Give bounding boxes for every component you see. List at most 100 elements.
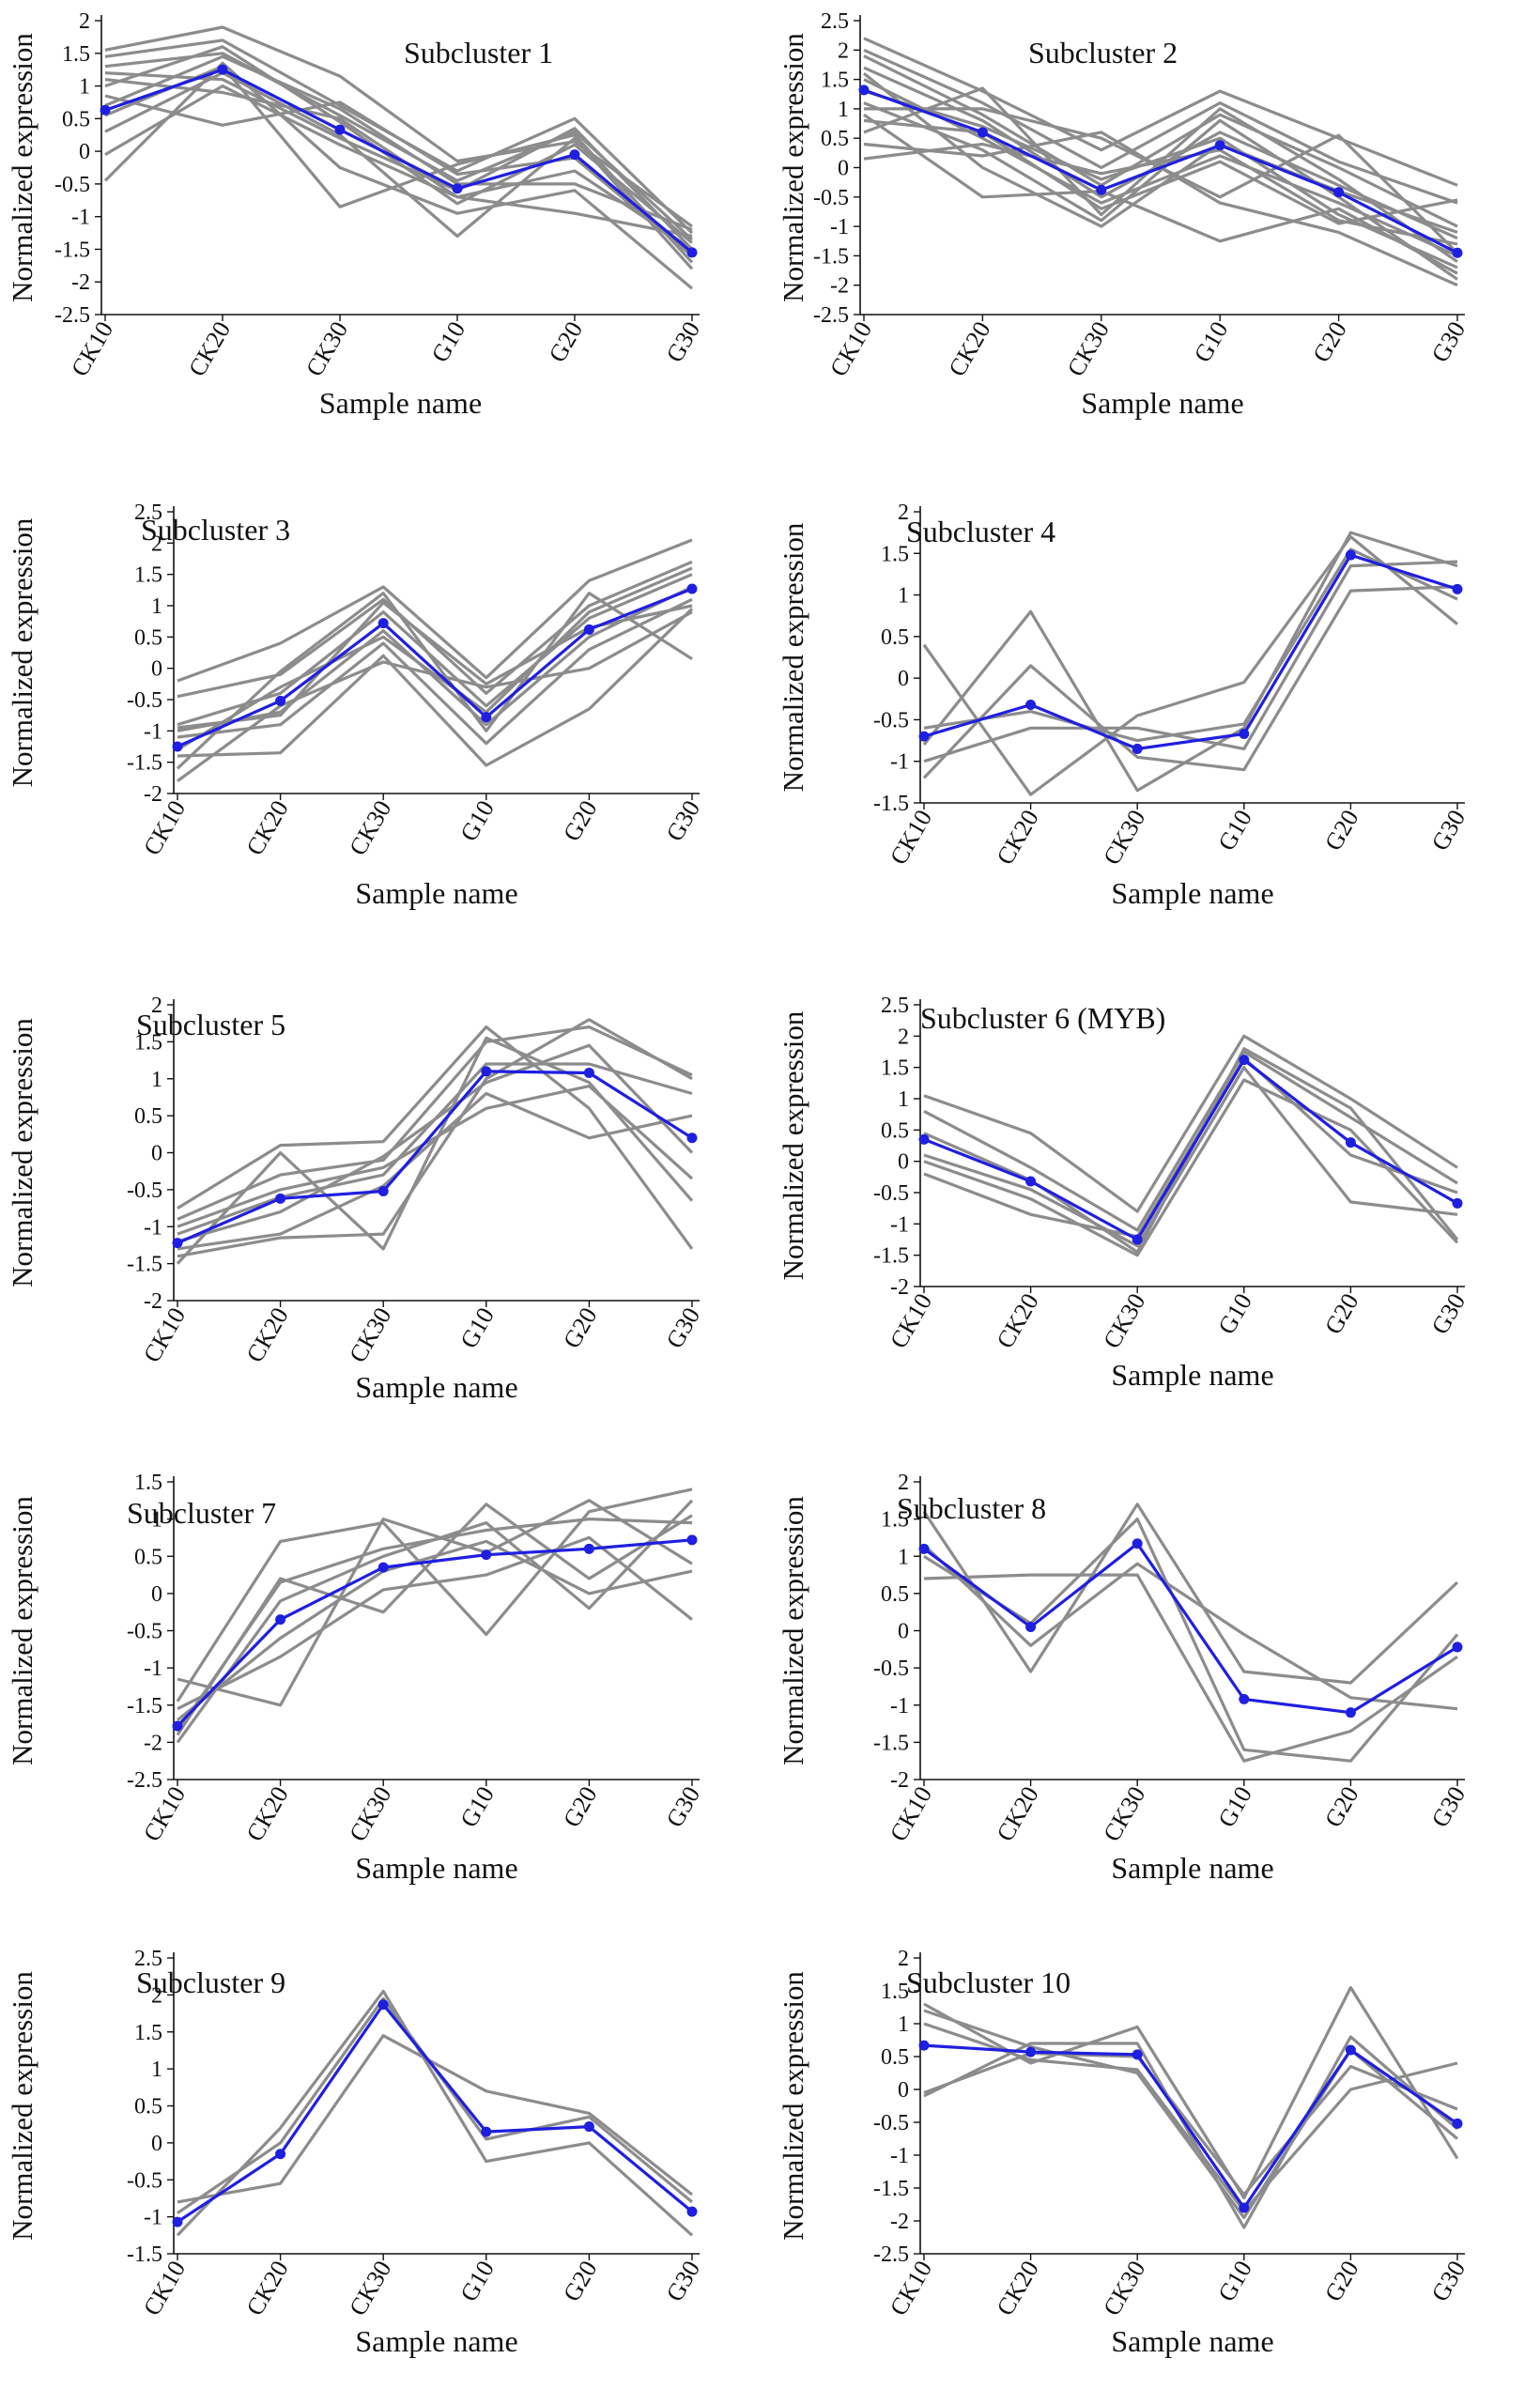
x-tick-label: CK20 bbox=[183, 317, 236, 381]
mean-point bbox=[1239, 728, 1250, 739]
gene-expression-line bbox=[177, 1499, 693, 1707]
y-tick-label: 2 bbox=[151, 994, 162, 1018]
gene-expression-line bbox=[923, 2051, 1458, 2196]
y-tick-label: 1.5 bbox=[134, 563, 162, 588]
x-tick-label: CK20 bbox=[943, 317, 995, 381]
y-tick-label: -2.5 bbox=[54, 303, 90, 328]
x-tick-label: CK30 bbox=[1098, 806, 1150, 870]
y-tick-label: 1.5 bbox=[881, 542, 909, 566]
gene-expression-line bbox=[177, 538, 693, 683]
mean-expression-line bbox=[923, 2043, 1458, 2210]
mean-point bbox=[275, 2149, 286, 2160]
x-tick-label: CK30 bbox=[1098, 1289, 1150, 1353]
x-axis-label: Sample name bbox=[319, 386, 482, 420]
x-tick-label: G20 bbox=[1319, 2257, 1364, 2306]
y-tick-label: 2.5 bbox=[821, 9, 849, 34]
mean-point bbox=[377, 1185, 389, 1196]
y-tick-label: -2.5 bbox=[127, 1768, 162, 1793]
gene-expression-line bbox=[177, 560, 693, 699]
gene-expression-line bbox=[863, 142, 1458, 246]
x-tick-label: CK20 bbox=[241, 1303, 294, 1367]
y-tick-label: -1 bbox=[890, 1212, 909, 1237]
mean-point bbox=[334, 124, 346, 135]
mean-point bbox=[100, 104, 111, 116]
y-tick-label: 2.5 bbox=[134, 1947, 162, 1971]
y-tick-label: -2.5 bbox=[813, 303, 849, 328]
gene-expression-line bbox=[923, 1034, 1458, 1213]
y-tick-label: -1.5 bbox=[873, 1244, 909, 1269]
y-tick-label: -0.5 bbox=[127, 1620, 162, 1644]
y-tick-label: -1.5 bbox=[54, 238, 90, 262]
y-tick-label: 2 bbox=[838, 39, 849, 63]
y-tick-label: 0.5 bbox=[134, 1545, 162, 1569]
y-tick-label: 1.5 bbox=[134, 1030, 162, 1055]
mean-point bbox=[1452, 583, 1463, 594]
mean-expression-line bbox=[104, 68, 694, 254]
gene-expression-line bbox=[177, 1091, 693, 1251]
mean-point bbox=[1132, 1538, 1143, 1549]
chart-title: Subcluster 2 bbox=[1028, 36, 1178, 69]
mean-expression-line bbox=[177, 2003, 694, 2224]
gene-expression-line bbox=[923, 1066, 1458, 1248]
y-axis-label: Normalized expression bbox=[777, 1010, 809, 1280]
gene-expression-line bbox=[177, 2034, 693, 2204]
gene-expression-line bbox=[104, 84, 693, 251]
y-tick-label: -0.5 bbox=[127, 2168, 162, 2193]
y-tick-label: 0 bbox=[898, 667, 909, 691]
mean-point bbox=[1132, 1234, 1143, 1245]
y-tick-label: -1.5 bbox=[873, 1731, 909, 1755]
y-tick-label: 2.5 bbox=[881, 994, 909, 1018]
x-axis-label: Sample name bbox=[355, 876, 517, 910]
gene-expression-line bbox=[923, 1573, 1458, 1763]
chart-title: Subcluster 6 (MYB) bbox=[920, 1001, 1165, 1035]
x-tick-label: G20 bbox=[1307, 317, 1352, 367]
y-tick-label: 0.5 bbox=[881, 1118, 909, 1143]
x-tick-label: G10 bbox=[454, 2257, 500, 2306]
y-tick-label: -1.5 bbox=[873, 792, 909, 816]
mean-point bbox=[1345, 549, 1356, 561]
mean-point bbox=[1239, 2202, 1250, 2213]
gene-expression-line bbox=[923, 1985, 1459, 2200]
mean-point bbox=[377, 618, 389, 629]
mean-point bbox=[1333, 187, 1345, 198]
gene-expression-line bbox=[177, 608, 694, 767]
x-tick-label: CK30 bbox=[300, 317, 353, 381]
mean-expression-line bbox=[923, 1058, 1458, 1241]
gene-expression-line bbox=[103, 61, 694, 290]
x-tick-label: G20 bbox=[558, 2257, 603, 2306]
mean-point bbox=[918, 2040, 930, 2051]
mean-point bbox=[1345, 2044, 1356, 2056]
x-tick-label: G30 bbox=[1426, 317, 1471, 367]
x-tick-label: G30 bbox=[661, 317, 706, 367]
y-tick-label: 1 bbox=[151, 1508, 162, 1533]
x-tick-label: CK20 bbox=[241, 796, 294, 860]
mean-point bbox=[583, 1067, 594, 1078]
x-tick-label: G30 bbox=[661, 796, 706, 846]
x-axis-label: Sample name bbox=[355, 2324, 517, 2358]
x-tick-label: G10 bbox=[454, 796, 500, 846]
mean-expression-line bbox=[177, 587, 693, 748]
x-axis-label: Sample name bbox=[355, 1851, 517, 1885]
y-tick-label: 2 bbox=[151, 532, 162, 556]
mean-point bbox=[1452, 1197, 1463, 1209]
y-tick-label: 1.5 bbox=[62, 42, 90, 67]
gene-expression-line bbox=[922, 534, 1459, 796]
y-tick-label: 0 bbox=[79, 140, 90, 164]
y-tick-label: -0.5 bbox=[54, 173, 90, 197]
y-tick-label: -1 bbox=[890, 750, 909, 775]
x-tick-label: G30 bbox=[1426, 1782, 1471, 1832]
y-tick-label: 1 bbox=[151, 1068, 162, 1092]
y-axis-label: Normalized expression bbox=[6, 517, 38, 787]
y-tick-label: -0.5 bbox=[873, 2111, 909, 2135]
y-tick-label: 0.5 bbox=[821, 127, 849, 151]
y-tick-label: -0.5 bbox=[873, 708, 909, 732]
mean-point bbox=[1025, 2046, 1037, 2058]
y-tick-label: -1 bbox=[890, 1694, 909, 1719]
